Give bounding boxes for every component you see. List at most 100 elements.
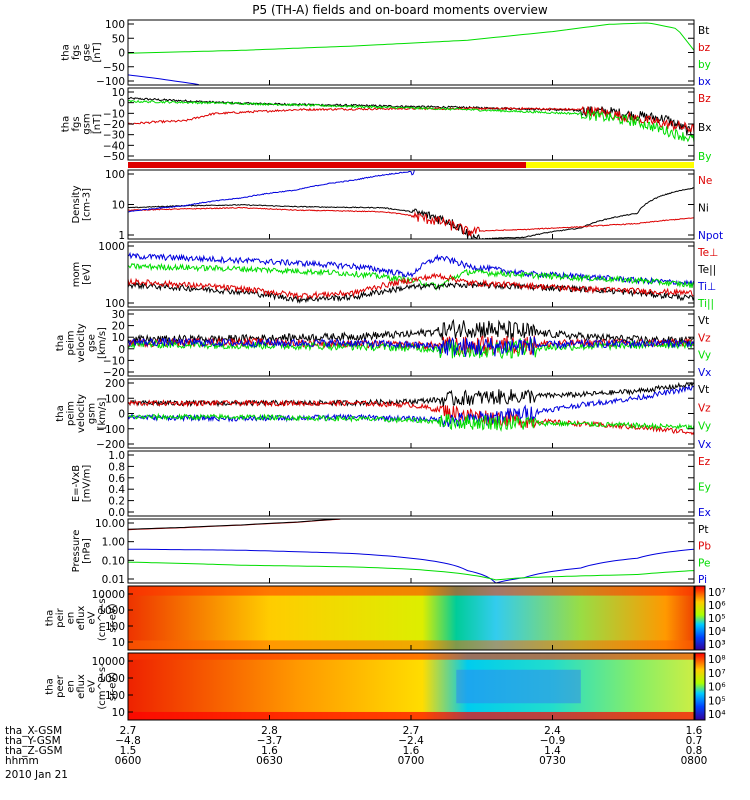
y-tick-label: 10 [112,200,125,212]
y-axis-label-line: tha [45,610,56,626]
y-axis-label-line: peim [66,401,77,426]
y-axis-label-line: [nT] [92,114,103,134]
y-tick-label: −10 [103,355,125,367]
colorbar-tick-label: 10⁵ [708,695,726,707]
panel-frame [127,19,695,86]
series-line-by [128,22,694,54]
y-axis-label-line: mom [71,262,82,288]
ephemeris-value: −0.9 [540,735,566,747]
y-tick-label: −100 [96,76,125,88]
colorbar-tick-label: 10⁶ [708,682,726,694]
y-tick-label: −20 [103,367,125,379]
series-line-Vz [128,399,694,436]
panel-plot-area [128,251,694,304]
series-line-Ni [128,187,694,239]
legend-entry: Te⊥ [697,247,718,259]
y-axis-label-line: [nPa] [81,538,92,564]
series-line-bx [128,74,199,85]
panel-frame [127,87,695,161]
y-axis-label: Density [cm-3] [71,185,93,223]
ephemeris-row-label: tha_X-GSM [5,725,62,737]
panel-frame [127,518,695,584]
y-tick-label: 1 [118,230,125,242]
ephemeris-value: 2.7 [403,725,420,737]
y-tick-label: 100 [105,690,125,702]
legend-entry: Ti⊥ [697,281,716,293]
legend-entry: Vz [698,402,711,414]
y-axis-label-line: Density [71,185,82,223]
ephemeris-value: 0730 [539,755,566,767]
legend-entry: Vy [698,421,711,433]
legend-entry: By [698,151,711,163]
y-axis-label: tha peim velocity gse [km/s] [55,323,108,362]
y-tick-label: 10 [112,332,125,344]
y-tick-label: 50 [112,33,125,45]
y-axis-label-line: eV [87,611,98,624]
panel-fgs_gse: 100 50 0 −50 −100 Bt bz by bx tha fgs gse [nT] [60,19,711,88]
y-axis-label-line: [km/s] [97,327,108,359]
y-tick-label: 1000 [98,241,125,253]
y-axis-label-line: [km/s] [97,397,108,429]
panel-plot-area [128,519,694,583]
legend: Vt Vz Vy Vx [698,315,711,379]
ephemeris-row-label: tha_Y-GSM [5,735,61,747]
panel-density: 100 10 1 Ne Ni Npot Density [cm-3] [71,169,723,242]
y-tick-label: −100 [96,424,125,436]
series-line-Npot [128,170,415,213]
y-tick-label: 0 [118,409,125,421]
y-axis-label-line: [nT] [92,42,103,62]
series-line-Te|| [128,280,694,304]
legend: Bt bz by bx [698,25,711,88]
y-tick-label: −30 [103,130,125,142]
y-axis-label-line: gse [87,334,98,352]
y-tick-label: 100 [105,169,125,181]
panel-plot-area [128,96,694,143]
panel-plot-area [128,318,694,360]
spectrogram [128,653,694,720]
legend-entry: Ey [698,482,711,494]
y-tick-label: 0 [118,48,125,60]
y-tick-label: 0.2 [108,496,125,508]
y-tick-label: −50 [103,62,125,74]
y-axis-label-line: fgs [71,116,82,131]
ephemeris-value: 1.5 [120,745,137,757]
legend-entry: Pt [698,524,708,536]
ephemeris-date: 2010 Jan 21 [5,769,68,781]
spectrogram [128,586,694,650]
legend-entry: Vt [698,384,709,396]
ephemeris-value: 0.8 [686,745,703,757]
y-axis-label: tha peim velocity gsm [km/s] [55,394,108,433]
series-line-Bx [128,96,694,138]
legend-entry: Te|| [697,264,716,276]
y-axis-label-line: velocity [76,394,87,433]
colorbar-tick-label: 10⁷ [708,587,726,599]
series-line-By [128,99,694,143]
legend-entry: Pe [698,557,710,569]
series-line-Pi [128,548,694,583]
y-tick-label: −200 [96,439,125,451]
y-tick-label: −40 [103,140,125,152]
ephemeris-table: tha_X-GSM 2.7 2.8 2.7 2.4 1.6 tha_Y-GSM −4.8 −3.… [5,725,707,781]
ephemeris-value: 0630 [256,755,283,767]
panel-plot-area [128,381,694,436]
legend-entry: Ti|| [697,298,714,310]
series-line-Ne [128,206,694,237]
colorbar-tick-label: 10⁷ [708,668,726,680]
y-axis-label-line: gsm [81,113,92,134]
legend-entry: Vx [698,367,711,379]
y-tick-label: 0.6 [108,473,125,485]
y-tick-label: 0.4 [108,484,125,496]
panel-frame [127,450,695,517]
legend-entry: Ex [698,507,711,519]
legend-entry: bx [698,76,711,88]
legend-entry: Pi [698,574,707,586]
legend-entry: Ni [698,203,709,215]
ephemeris-value: −3.7 [257,735,283,747]
legend-entry: by [698,59,711,71]
ephemeris-row-label: hhmm [5,755,39,767]
y-axis-label-line: gsm [87,403,98,424]
ephemeris-value: 2.7 [120,725,137,737]
